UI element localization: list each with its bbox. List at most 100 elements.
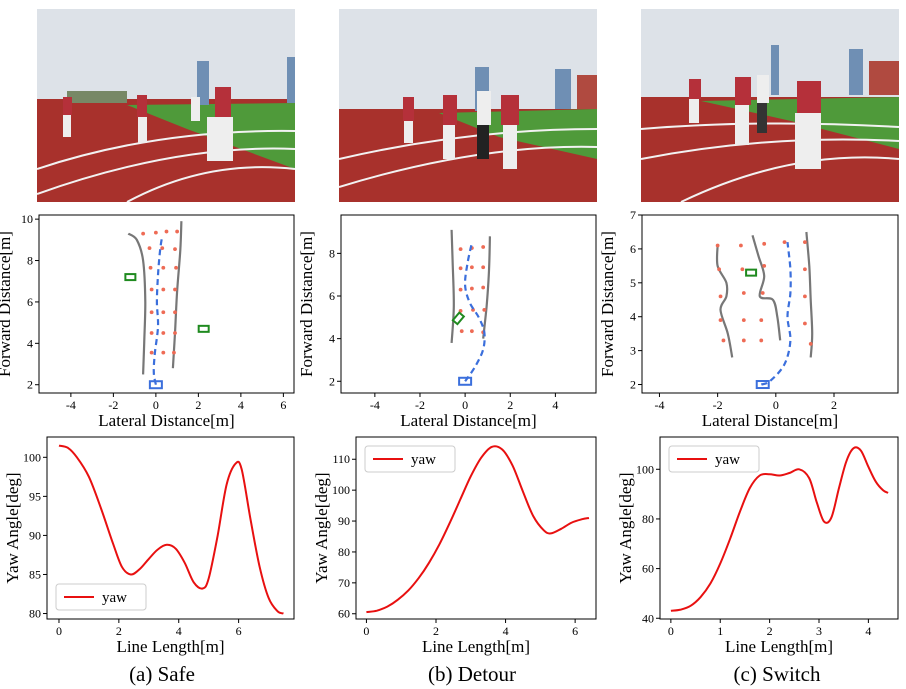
axes-frame xyxy=(46,436,295,620)
pedestrian-point-14 xyxy=(741,318,746,323)
pedestrian-point-13 xyxy=(718,318,723,323)
legend-label: yaw xyxy=(411,452,436,468)
y-tick-label: 100 xyxy=(23,450,41,464)
y-tick-label: 4 xyxy=(329,332,335,346)
y-tick-label: 6 xyxy=(630,242,636,256)
pedestrian-point-8 xyxy=(481,285,486,290)
x-axis-label: Lateral Distance[m] xyxy=(98,411,234,430)
photo-switch xyxy=(641,9,899,202)
pedestrian-point-13 xyxy=(469,329,474,334)
y-tick-label: 90 xyxy=(29,528,41,542)
x-tick-label: 0 xyxy=(462,398,468,412)
x-tick-label: 4 xyxy=(503,624,509,638)
y-tick-label: 70 xyxy=(338,576,350,590)
x-tick-label: 1 xyxy=(717,624,723,638)
pedestrian-point-6 xyxy=(740,267,745,272)
y-axis-label: Yaw Angle[deg] xyxy=(3,472,22,583)
pedestrian-point-16 xyxy=(149,331,154,335)
wall-line-1 xyxy=(171,221,183,369)
x-tick-label: 0 xyxy=(56,624,62,638)
pedestrian-point-1 xyxy=(153,230,158,235)
y-tick-label: 8 xyxy=(329,246,335,260)
obstacle-box-0 xyxy=(745,268,758,277)
y-tick-label: 95 xyxy=(29,489,41,503)
axes-frame xyxy=(355,436,597,620)
x-tick-label: 6 xyxy=(280,398,286,412)
y-axis-label: Yaw Angle[deg] xyxy=(312,472,331,583)
pedestrian-point-6 xyxy=(173,247,177,252)
y-tick-label: 2 xyxy=(630,378,636,392)
x-tick-label: 4 xyxy=(238,398,244,412)
robot-box xyxy=(148,380,163,390)
y-tick-label: 2 xyxy=(27,378,33,392)
plot-area xyxy=(670,446,889,612)
y-tick-label: 85 xyxy=(29,567,41,581)
y-axis-label: Forward Distance[m] xyxy=(297,231,316,377)
pedestrian-point-15 xyxy=(173,310,177,315)
y-tick-label: 3 xyxy=(630,344,636,358)
pedestrian-point-4 xyxy=(803,240,807,245)
y-tick-label: 6 xyxy=(27,295,33,309)
x-tick-label: -2 xyxy=(415,398,425,412)
y-tick-label: 60 xyxy=(642,562,654,576)
y-tick-label: 2 xyxy=(329,374,335,388)
y-tick-label: 100 xyxy=(332,483,350,497)
y-tick-label: 6 xyxy=(329,289,335,303)
pedestrian-point-9 xyxy=(174,265,178,270)
pedestrian-point-4 xyxy=(469,265,474,270)
x-tick-label: -4 xyxy=(66,398,76,412)
pedestrian-point-0 xyxy=(715,243,720,248)
legend-label: yaw xyxy=(715,452,740,468)
pedestrian-point-8 xyxy=(803,267,807,272)
pedestrian-point-10 xyxy=(149,287,154,292)
legend-box xyxy=(668,445,760,473)
y-tick-label: 7 xyxy=(630,208,636,222)
x-tick-label: -4 xyxy=(654,398,664,412)
pedestrian-point-16 xyxy=(803,321,807,326)
pedestrian-point-8 xyxy=(161,265,166,270)
x-tick-label: 2 xyxy=(195,398,201,412)
plot-area xyxy=(58,444,284,615)
plot-area xyxy=(124,221,210,390)
x-tick-label: 3 xyxy=(816,624,822,638)
pedestrian-point-7 xyxy=(469,286,474,291)
trajectory-plot-safe: -4 -2 0 2 4 6 2 4 6 8 10 Lateral Distance[m] Forward… xyxy=(0,212,295,430)
x-tick-label: 6 xyxy=(572,624,578,638)
x-tick-label: 0 xyxy=(668,624,674,638)
pedestrian-point-3 xyxy=(782,240,787,245)
pedestrian-point-14 xyxy=(161,310,166,315)
x-tick-label: 4 xyxy=(865,624,871,638)
wall-line-0 xyxy=(127,232,147,375)
yaw-plot-detour: 0 2 4 6 60 70 80 90 100 110 Line Length[m] Yaw Angl… xyxy=(312,436,597,656)
pedestrian-point-11 xyxy=(482,307,487,312)
y-tick-label: 100 xyxy=(636,462,654,476)
pedestrian-point-11 xyxy=(161,287,166,292)
yaw-line xyxy=(366,445,590,614)
y-axis-label: Yaw Angle[deg] xyxy=(616,472,635,583)
pedestrian-point-2 xyxy=(164,229,169,234)
photo-detour xyxy=(339,9,597,202)
legend-label: yaw xyxy=(102,590,127,606)
x-tick-label: 0 xyxy=(153,398,159,412)
y-tick-label: 4 xyxy=(27,336,33,350)
pedestrian-point-20 xyxy=(808,341,813,346)
plot-area xyxy=(450,229,491,386)
robot-path xyxy=(760,241,792,386)
pedestrian-point-3 xyxy=(458,266,463,271)
robot-box xyxy=(458,376,473,386)
y-tick-label: 60 xyxy=(338,607,350,621)
x-tick-label: -2 xyxy=(108,398,118,412)
pedestrian-point-17 xyxy=(721,338,726,343)
pedestrian-point-7 xyxy=(148,265,153,270)
pedestrian-point-5 xyxy=(717,267,721,272)
pedestrian-point-3 xyxy=(175,229,180,234)
plot-area xyxy=(366,445,590,614)
y-axis-label: Forward Distance[m] xyxy=(0,231,14,377)
obstacle-box-0 xyxy=(124,273,137,282)
wall-line-2 xyxy=(805,231,814,358)
trajectory-plot-switch: -4 -2 0 2 2 3 4 5 6 7 Lateral Distance[m] Forward D… xyxy=(598,208,899,430)
axes-frame xyxy=(340,214,597,394)
wall-line-0 xyxy=(450,229,455,343)
x-tick-label: 0 xyxy=(773,398,779,412)
x-axis-label: Line Length[m] xyxy=(116,637,224,656)
